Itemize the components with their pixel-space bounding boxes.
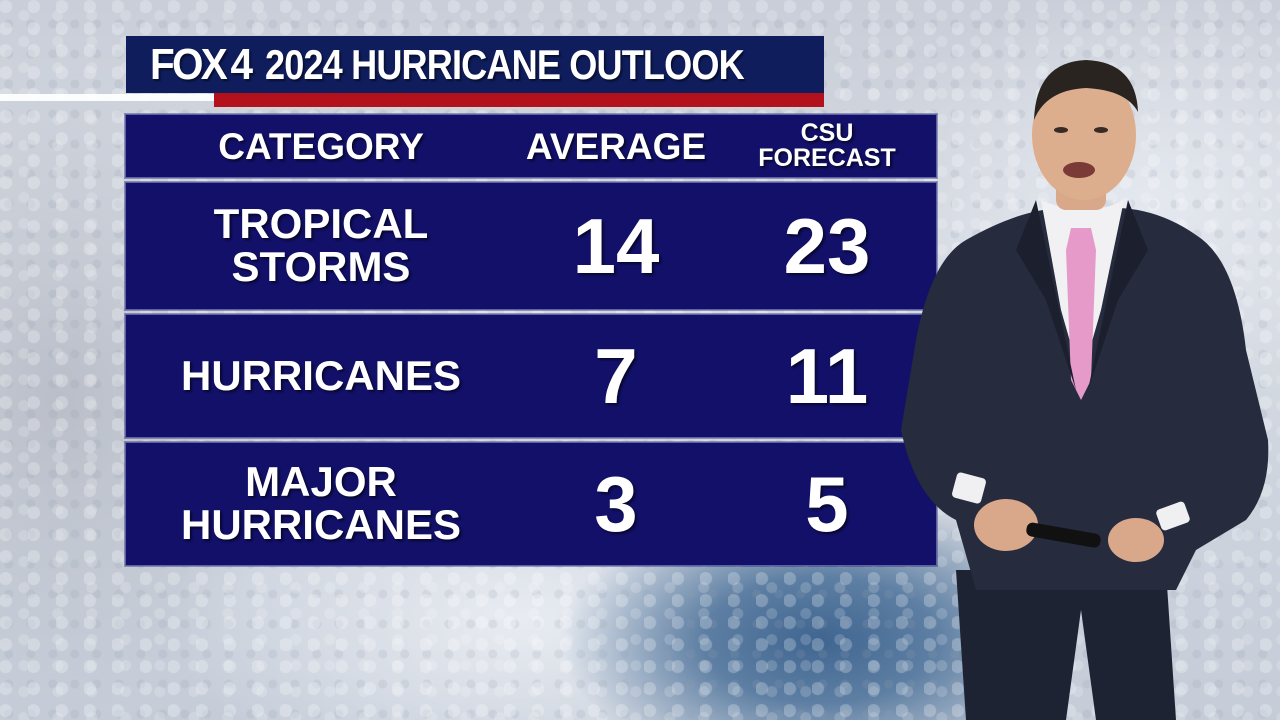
meteorologist-presenter <box>901 60 1269 720</box>
average-value: 7 <box>594 332 638 420</box>
forecast-value: 11 <box>785 332 869 420</box>
page-title: 2024 HURRICANE OUTLOOK <box>264 40 745 88</box>
header-average: AVERAGE <box>525 125 707 167</box>
banner-accent-line <box>0 94 214 101</box>
forecast-value: 23 <box>783 202 871 290</box>
banner-red-stripe <box>214 93 824 107</box>
header-category: CATEGORY <box>218 125 424 167</box>
station-logo: FOX 4 <box>150 39 253 90</box>
row-label: TROPICAL STORMS <box>213 200 429 290</box>
table-row-major-hurricanes: MAJOR HURRICANES 3 5 <box>125 442 937 566</box>
title-banner: FOX 4 2024 HURRICANE OUTLOOK <box>126 36 824 93</box>
row-label: HURRICANES <box>180 351 461 399</box>
average-value: 3 <box>594 460 638 548</box>
table-row-tropical-storms: TROPICAL STORMS 14 23 <box>125 182 937 310</box>
outlook-table: CATEGORY AVERAGE CSU FORECAST TROPICAL S… <box>125 114 937 566</box>
logo-number: 4 <box>230 39 253 89</box>
table-header-row: CATEGORY AVERAGE CSU FORECAST <box>125 114 937 178</box>
row-label: MAJOR HURRICANES <box>180 458 461 548</box>
logo-text: FOX <box>150 39 228 89</box>
header-csu-forecast: CSU FORECAST <box>758 119 896 172</box>
average-value: 14 <box>572 202 660 290</box>
forecast-value: 5 <box>805 460 849 548</box>
table-row-hurricanes: HURRICANES 7 11 <box>125 314 937 438</box>
